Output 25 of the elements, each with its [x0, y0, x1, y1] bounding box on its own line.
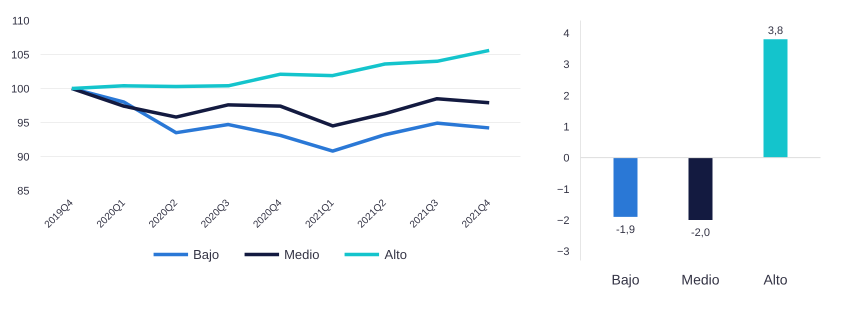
x-tick-label: Alto: [763, 272, 788, 288]
line-series: [70, 86, 491, 128]
y-tick-label: 2: [563, 90, 570, 102]
line-series: [70, 48, 491, 90]
x-tick-label: Medio: [681, 272, 720, 288]
y-tick-label: 100: [11, 84, 30, 96]
y-tick-label: 90: [17, 152, 30, 164]
y-tick-label: 0: [563, 152, 570, 165]
y-tick-label: 85: [17, 186, 30, 198]
x-tick-label: Bajo: [611, 272, 640, 288]
y-tick-label: 110: [12, 16, 30, 28]
y-tick-label: 105: [11, 50, 30, 62]
y-tick-label: 95: [17, 118, 30, 130]
legend-label: Alto: [384, 246, 407, 262]
y-tick-label: −1: [556, 184, 570, 196]
y-tick-label: 4: [563, 28, 570, 40]
data-label: -1,9: [616, 224, 635, 236]
legend-label: Bajo: [193, 246, 220, 262]
y-tick-label: 3: [563, 59, 570, 72]
data-label: 3,8: [768, 25, 784, 38]
y-tick-label: −2: [556, 214, 570, 227]
y-tick-label: 1: [563, 121, 570, 134]
data-label: -2,0: [691, 226, 710, 239]
y-tick-label: −3: [556, 246, 570, 258]
legend-label: Medio: [284, 246, 320, 262]
